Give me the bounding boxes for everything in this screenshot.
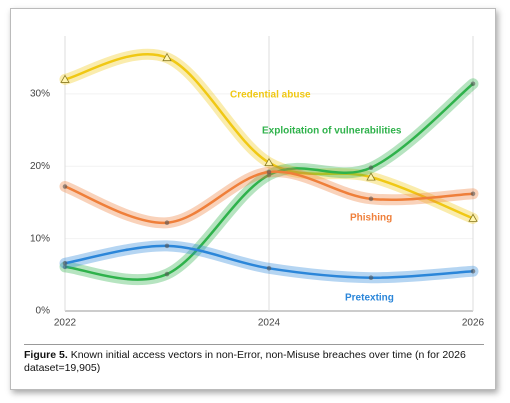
point xyxy=(368,196,374,202)
x-tick-label: 2026 xyxy=(462,318,485,329)
x-tick-label: 2024 xyxy=(258,318,281,329)
point xyxy=(368,275,374,281)
caption: Figure 5. Known initial access vectors i… xyxy=(24,349,484,375)
point xyxy=(366,172,376,181)
point xyxy=(162,52,172,62)
caption-label: Figure 5. xyxy=(24,349,68,361)
point xyxy=(62,260,68,266)
y-tick-label: 10% xyxy=(30,233,50,244)
point xyxy=(62,184,68,189)
point xyxy=(470,268,476,274)
point xyxy=(60,74,70,83)
point xyxy=(368,165,374,171)
point xyxy=(266,169,272,175)
series-label: Exploitation of vulnerabilities xyxy=(262,126,402,137)
x-tick-label: 2022 xyxy=(54,318,77,329)
point xyxy=(164,271,170,277)
point xyxy=(264,157,274,167)
point xyxy=(62,264,68,270)
series-label: Credential abuse xyxy=(230,90,311,101)
y-tick-label: 30% xyxy=(30,89,50,100)
point xyxy=(470,191,476,197)
y-tick-label: 0% xyxy=(36,306,51,317)
point xyxy=(164,220,170,226)
y-tick-label: 20% xyxy=(30,161,50,172)
point xyxy=(470,81,476,87)
point xyxy=(266,266,272,271)
point xyxy=(164,243,170,249)
separator xyxy=(24,344,484,345)
point xyxy=(468,213,478,222)
series-label: Pretexting xyxy=(345,293,394,304)
series-label: Phishing xyxy=(350,213,392,224)
caption-text: Known initial access vectors in non-Erro… xyxy=(24,349,466,374)
